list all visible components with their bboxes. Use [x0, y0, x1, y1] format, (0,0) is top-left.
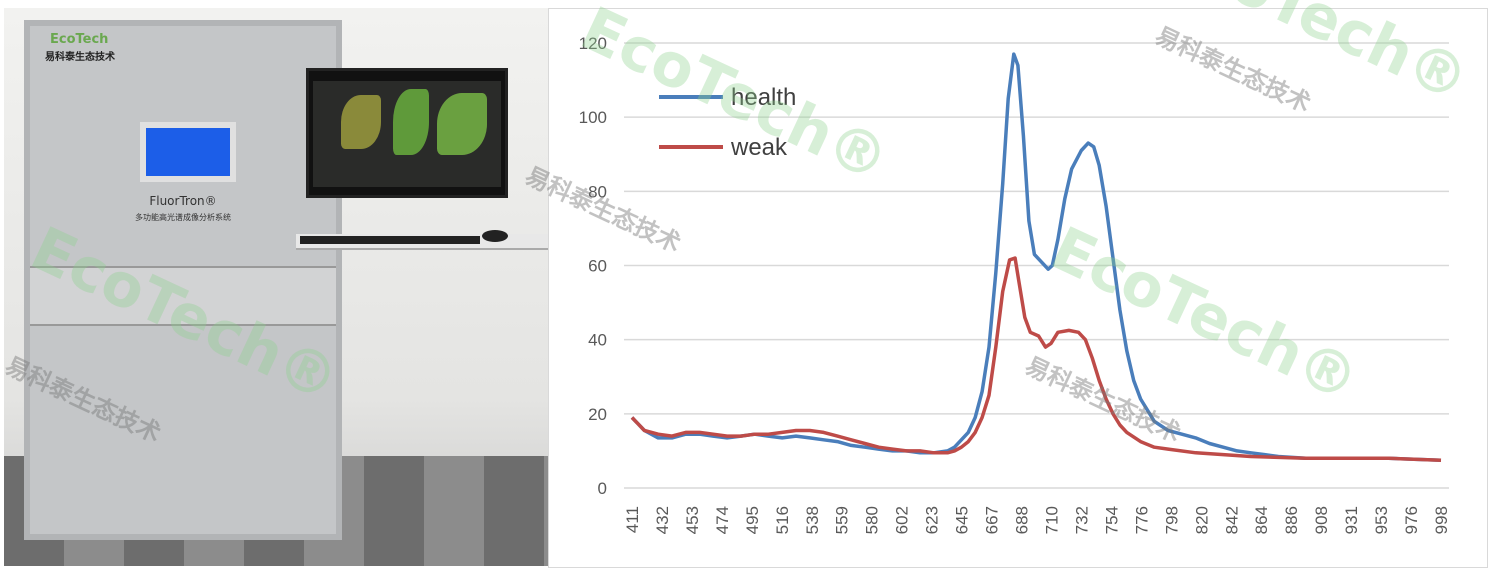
x-tick-label: 732: [1072, 506, 1091, 534]
x-tick-label: 710: [1042, 506, 1061, 534]
fluortron-cabinet: EcoTech 易科泰生态技术 FluorTron® 多功能高光谱成像分析系统: [24, 20, 342, 540]
x-tick-label: 864: [1252, 506, 1271, 534]
x-tick-label: 820: [1192, 506, 1211, 534]
x-tick-label: 432: [653, 506, 672, 534]
x-tick-label: 495: [743, 506, 762, 534]
y-tick-label: 60: [588, 257, 607, 276]
y-tick-label: 120: [579, 34, 607, 53]
x-tick-label: 453: [683, 506, 702, 534]
y-tick-label: 0: [598, 479, 607, 498]
touch-panel: [140, 122, 236, 182]
legend-label-weak: weak: [730, 134, 788, 161]
x-tick-label: 602: [893, 506, 912, 534]
x-tick-label: 953: [1372, 506, 1391, 534]
x-tick-label: 998: [1432, 506, 1451, 534]
x-tick-label: 754: [1102, 506, 1121, 534]
x-tick-label: 580: [863, 506, 882, 534]
x-tick-label: 931: [1342, 506, 1361, 534]
device-photo: EcoTech 易科泰生态技术 FluorTron® 多功能高光谱成像分析系统: [4, 8, 548, 566]
x-tick-label: 411: [623, 506, 642, 533]
x-tick-label: 688: [1013, 506, 1032, 534]
x-tick-label: 908: [1312, 506, 1331, 534]
device-logo-cn: 易科泰生态技术: [45, 52, 115, 63]
x-tick-label: 776: [1132, 506, 1151, 534]
spectrum-chart: 0 20 40 60 80 100 120 411 432 453 474 495 516 538 559 5…: [548, 8, 1488, 568]
y-tick-label: 20: [588, 405, 607, 424]
monitor: [306, 68, 508, 198]
x-tick-label: 645: [953, 506, 972, 534]
device-brand: FluorTron®: [149, 194, 217, 208]
y-tick-label: 40: [588, 331, 607, 350]
chart-svg: 0 20 40 60 80 100 120 411 432 453 474 495 516 538 559 5…: [579, 34, 1451, 534]
series-line-health: [630, 52, 1442, 462]
y-tick-label: 100: [579, 108, 607, 127]
x-tick-label: 516: [773, 506, 792, 534]
device-logo: EcoTech: [50, 32, 109, 47]
x-tick-label: 798: [1162, 506, 1181, 534]
series-line-weak: [630, 256, 1442, 462]
device-subtitle: 多功能高光谱成像分析系统: [135, 213, 231, 222]
x-tick-label: 538: [803, 506, 822, 534]
keyboard: [296, 234, 548, 250]
x-tick-label: 976: [1402, 506, 1421, 534]
x-tick-label: 667: [983, 506, 1002, 534]
x-tick-label: 623: [923, 506, 942, 534]
mouse: [482, 230, 508, 242]
x-tick-label: 886: [1282, 506, 1301, 534]
x-tick-label: 474: [713, 506, 732, 534]
cabinet-band: [30, 266, 336, 326]
x-tick-label: 559: [833, 506, 852, 534]
x-tick-label: 842: [1222, 506, 1241, 534]
y-tick-label: 80: [588, 182, 607, 201]
legend-label-health: health: [731, 84, 796, 111]
